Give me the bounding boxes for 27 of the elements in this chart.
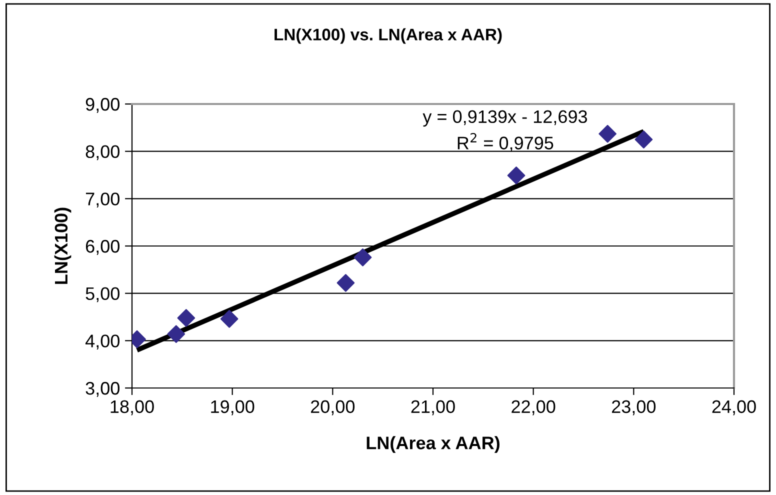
point bbox=[336, 274, 355, 292]
y-axis-title: LN(X100) bbox=[54, 208, 72, 284]
x-tick-label: 18,00 bbox=[110, 400, 154, 416]
y-tick-label: 5,00 bbox=[86, 287, 120, 302]
y-tick-label: 3,00 bbox=[86, 382, 120, 397]
x-tick-label: 22,00 bbox=[512, 400, 556, 416]
point bbox=[177, 309, 196, 327]
y-tick-label: 4,00 bbox=[85, 334, 120, 350]
point bbox=[598, 124, 616, 143]
annotation: R$^{2}$ = 0,9795 bbox=[458, 132, 554, 152]
point bbox=[167, 325, 186, 343]
x-axis-title: LN(Area x AAR) bbox=[366, 436, 500, 453]
chart-title: LN(X100) vs. LN(Area x AAR) bbox=[274, 28, 502, 44]
x-tick-label: 20,00 bbox=[310, 400, 355, 416]
x-tick-label: 23,00 bbox=[612, 400, 656, 416]
x-tick-label: 21,00 bbox=[411, 400, 455, 416]
point bbox=[634, 130, 653, 148]
point bbox=[507, 166, 526, 184]
y-tick-label: 6,00 bbox=[86, 240, 120, 255]
point bbox=[354, 248, 372, 266]
y-tick-label: 8,00 bbox=[86, 145, 120, 160]
point bbox=[220, 310, 238, 328]
x-tick-label: 24,00 bbox=[712, 400, 756, 416]
x-tick-label: 19,00 bbox=[211, 400, 254, 416]
y-tick-label: 9,00 bbox=[86, 98, 120, 113]
y-tick-label: 7,00 bbox=[86, 192, 120, 208]
annotation: y = 0,9139x - 12,693 bbox=[422, 110, 588, 127]
